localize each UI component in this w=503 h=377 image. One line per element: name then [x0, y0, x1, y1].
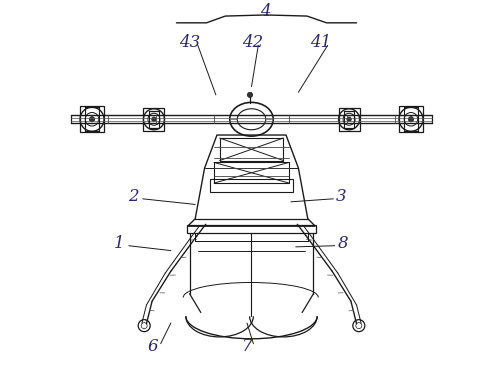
Text: 4: 4: [261, 3, 271, 20]
Circle shape: [347, 117, 351, 121]
Text: 41: 41: [310, 34, 331, 51]
Text: 1: 1: [114, 234, 125, 251]
Text: 6: 6: [148, 338, 158, 355]
Bar: [220, 138, 283, 161]
Text: 43: 43: [179, 34, 200, 51]
Bar: [187, 225, 316, 233]
Bar: [143, 108, 164, 131]
Text: 42: 42: [241, 34, 263, 51]
Bar: [210, 179, 293, 192]
Bar: [214, 162, 289, 183]
Circle shape: [152, 117, 156, 121]
Bar: [80, 106, 104, 132]
Bar: [399, 106, 423, 132]
Bar: [339, 108, 360, 131]
Text: 2: 2: [128, 188, 139, 205]
Circle shape: [90, 116, 95, 122]
Text: 3: 3: [336, 188, 347, 205]
Text: 7: 7: [241, 338, 253, 355]
Text: 8: 8: [338, 234, 349, 251]
Circle shape: [247, 92, 253, 98]
Circle shape: [408, 116, 413, 122]
